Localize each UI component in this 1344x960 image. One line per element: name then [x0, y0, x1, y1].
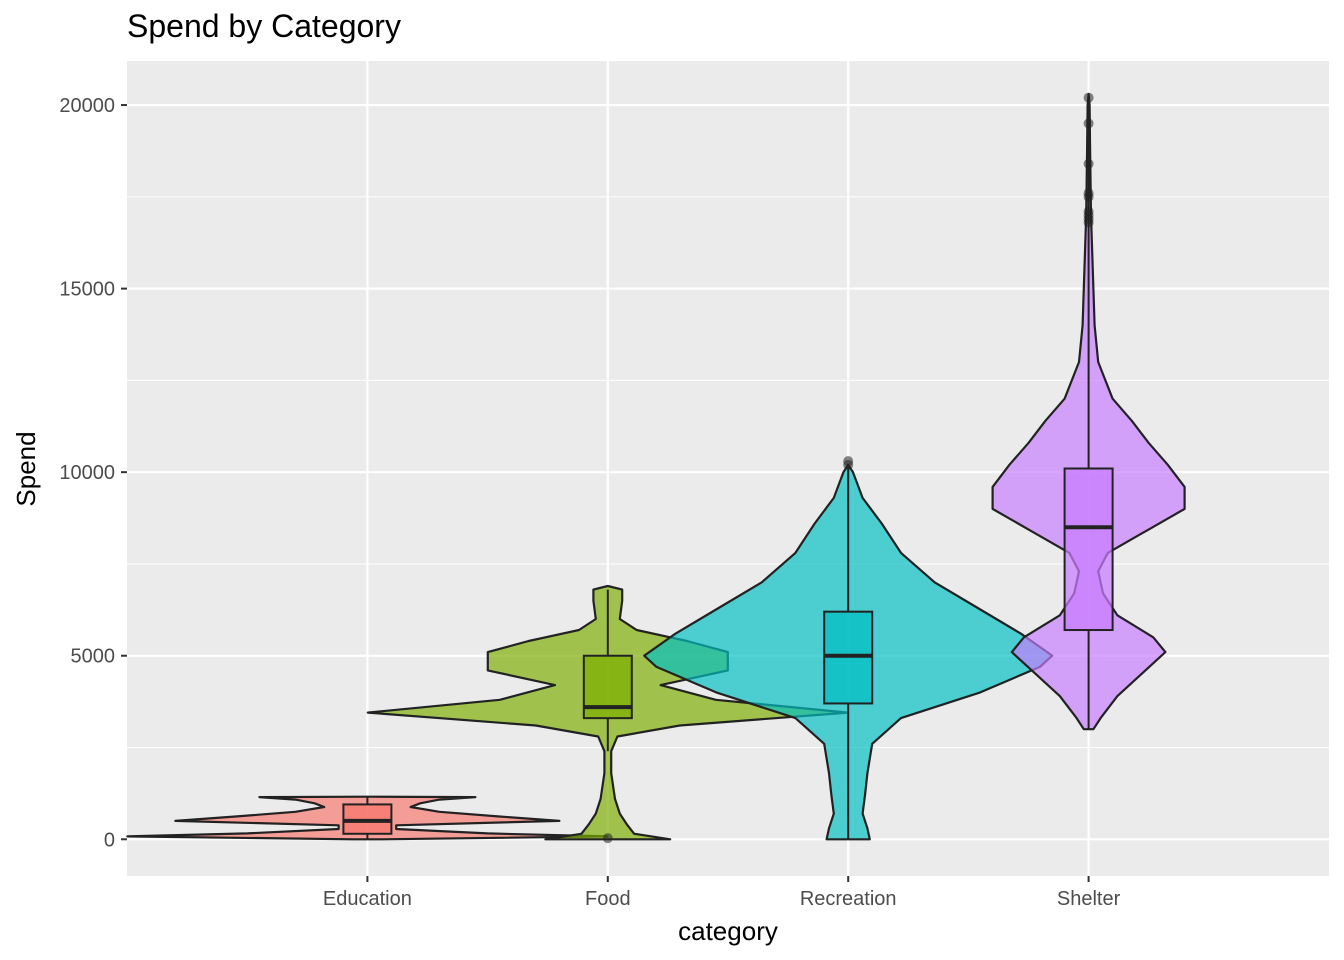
outlier-point [602, 833, 613, 844]
axis-layer: 0 5000 10000 15000 20000 Education Food Recreat… [59, 95, 1120, 910]
x-axis-title: category [678, 916, 778, 946]
violin-layer [126, 92, 1186, 844]
outlier-point [1083, 158, 1094, 169]
outlier-point [1083, 92, 1094, 103]
violin-group-food [366, 584, 849, 844]
x-tick-label: Shelter [1057, 888, 1121, 910]
y-tick-label: 20000 [59, 95, 115, 117]
y-tick-label: 10000 [59, 462, 115, 484]
y-tick-label: 0 [104, 829, 115, 851]
y-tick-label: 5000 [71, 646, 116, 668]
violin-group-recreation [643, 456, 1054, 841]
violin-group-education [126, 795, 609, 841]
x-tick-label: Food [585, 888, 631, 910]
outlier-point [1083, 118, 1094, 129]
x-tick-label: Education [323, 888, 412, 910]
outlier-point [1083, 191, 1094, 202]
y-axis-title: Spend [11, 431, 41, 506]
outlier-point [843, 459, 854, 470]
box-iqr [1063, 467, 1114, 632]
y-tick-label: 15000 [59, 279, 115, 301]
violin-group-shelter [991, 92, 1186, 731]
chart-title: Spend by Category [127, 8, 401, 44]
x-tick-label: Recreation [800, 888, 897, 910]
outlier-point [1083, 217, 1094, 228]
